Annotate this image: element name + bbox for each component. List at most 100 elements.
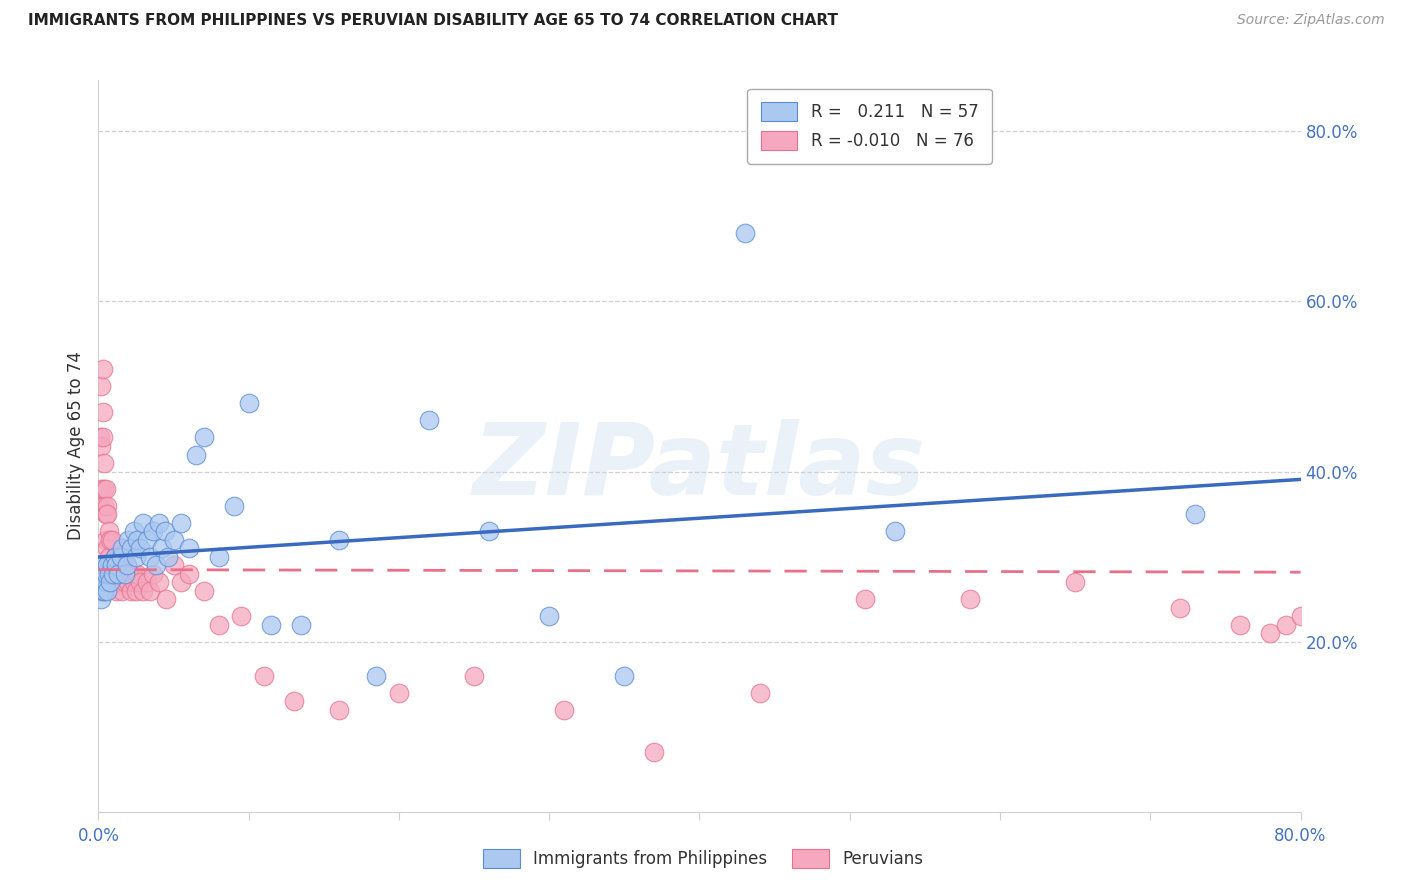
Point xyxy=(93,482,115,496)
Point xyxy=(108,575,131,590)
Point xyxy=(101,558,124,572)
Point xyxy=(103,558,125,572)
Point xyxy=(90,566,112,581)
Point xyxy=(170,575,193,590)
Point xyxy=(110,549,132,564)
Point xyxy=(125,583,148,598)
Point xyxy=(208,617,231,632)
Point xyxy=(96,507,118,521)
Point xyxy=(91,566,114,581)
Point xyxy=(253,668,276,682)
Point xyxy=(94,533,117,547)
Point xyxy=(290,617,312,632)
Point xyxy=(93,558,115,572)
Y-axis label: Disability Age 65 to 74: Disability Age 65 to 74 xyxy=(66,351,84,541)
Text: Source: ZipAtlas.com: Source: ZipAtlas.com xyxy=(1237,13,1385,28)
Point xyxy=(115,558,138,572)
Point xyxy=(1184,507,1206,521)
Point xyxy=(97,549,120,564)
Point xyxy=(110,575,132,590)
Point xyxy=(89,583,111,598)
Point xyxy=(93,456,115,470)
Point xyxy=(117,533,139,547)
Point xyxy=(463,668,485,682)
Point xyxy=(193,430,215,444)
Point xyxy=(132,516,155,530)
Point xyxy=(124,575,146,590)
Point xyxy=(94,482,117,496)
Point xyxy=(90,482,112,496)
Point xyxy=(117,575,139,590)
Point xyxy=(184,448,207,462)
Point xyxy=(107,566,129,581)
Point xyxy=(94,575,117,590)
Point xyxy=(478,524,501,538)
Point xyxy=(222,499,245,513)
Point xyxy=(91,430,114,444)
Text: IMMIGRANTS FROM PHILIPPINES VS PERUVIAN DISABILITY AGE 65 TO 74 CORRELATION CHAR: IMMIGRANTS FROM PHILIPPINES VS PERUVIAN … xyxy=(28,13,838,29)
Point xyxy=(748,686,770,700)
Point xyxy=(96,499,118,513)
Point xyxy=(114,575,136,590)
Point xyxy=(105,583,128,598)
Point xyxy=(91,405,114,419)
Point xyxy=(104,575,127,590)
Point xyxy=(132,583,155,598)
Point xyxy=(734,227,756,241)
Point xyxy=(110,549,132,564)
Point xyxy=(1289,609,1312,624)
Point xyxy=(96,541,118,555)
Point xyxy=(418,413,440,427)
Point xyxy=(124,524,146,538)
Point xyxy=(150,541,173,555)
Point xyxy=(100,575,122,590)
Point xyxy=(238,396,260,410)
Point xyxy=(208,549,231,564)
Point xyxy=(111,583,134,598)
Point xyxy=(260,617,283,632)
Point xyxy=(177,566,200,581)
Point xyxy=(107,566,129,581)
Point xyxy=(91,583,114,598)
Point xyxy=(101,566,124,581)
Point xyxy=(111,541,134,555)
Point xyxy=(90,379,112,393)
Point xyxy=(148,575,170,590)
Legend: R =   0.211   N = 57, R = -0.010   N = 76: R = 0.211 N = 57, R = -0.010 N = 76 xyxy=(747,88,991,164)
Point xyxy=(162,533,184,547)
Legend: Immigrants from Philippines, Peruvians: Immigrants from Philippines, Peruvians xyxy=(477,842,929,875)
Point xyxy=(129,575,152,590)
Point xyxy=(127,566,149,581)
Point xyxy=(101,533,124,547)
Point xyxy=(883,524,905,538)
Point xyxy=(283,694,305,708)
Point xyxy=(328,703,350,717)
Point xyxy=(103,566,125,581)
Point xyxy=(162,558,184,572)
Point xyxy=(141,524,163,538)
Point xyxy=(97,524,120,538)
Point xyxy=(853,592,876,607)
Point xyxy=(90,592,112,607)
Point xyxy=(125,549,148,564)
Point xyxy=(388,686,411,700)
Point xyxy=(153,524,176,538)
Point xyxy=(170,516,193,530)
Point xyxy=(91,362,114,376)
Point xyxy=(1274,617,1296,632)
Point xyxy=(114,566,136,581)
Point xyxy=(96,583,118,598)
Point xyxy=(177,541,200,555)
Point xyxy=(145,558,167,572)
Point xyxy=(96,558,118,572)
Point xyxy=(112,566,135,581)
Point xyxy=(193,583,215,598)
Point xyxy=(100,533,122,547)
Text: ZIPatlas: ZIPatlas xyxy=(472,419,927,516)
Point xyxy=(366,668,388,682)
Point xyxy=(94,566,117,581)
Point xyxy=(118,566,141,581)
Point xyxy=(108,566,131,581)
Point xyxy=(538,609,561,624)
Point xyxy=(115,558,138,572)
